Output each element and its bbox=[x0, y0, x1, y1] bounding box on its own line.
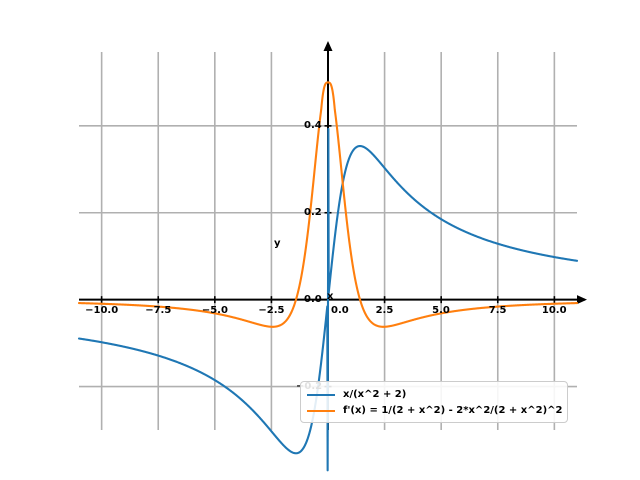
legend-label-0: x/(x^2 + 2) bbox=[343, 389, 407, 400]
y-axis-label: y bbox=[274, 238, 281, 249]
x-axis-label: x bbox=[327, 291, 334, 302]
x-tick-label: −2.5 bbox=[258, 304, 285, 316]
legend[interactable]: x/(x^2 + 2) f'(x) = 1/(2 + x^2) - 2*x^2/… bbox=[300, 381, 568, 423]
curve-1 bbox=[77, 81, 579, 328]
x-tick-label: −10.0 bbox=[85, 304, 119, 316]
y-tick-label: 0.4 bbox=[304, 119, 322, 131]
y-tick-label: 0.2 bbox=[304, 206, 322, 218]
x-tick-label: −5.0 bbox=[201, 304, 228, 316]
legend-label-1: f'(x) = 1/(2 + x^2) - 2*x^2/(2 + x^2)^2 bbox=[343, 405, 563, 416]
data-curves bbox=[77, 81, 579, 472]
legend-item-0: x/(x^2 + 2) bbox=[307, 387, 561, 403]
y-tick-label: 0.0 bbox=[304, 293, 322, 305]
x-tick-label: 10.0 bbox=[541, 304, 567, 316]
legend-swatch-orange bbox=[307, 410, 335, 412]
x-tick-label: 5.0 bbox=[432, 304, 450, 316]
curve-0 bbox=[77, 127, 579, 472]
x-tick-label: 0.0 bbox=[331, 304, 349, 316]
x-tick-label: 2.5 bbox=[375, 304, 394, 316]
legend-swatch-blue bbox=[307, 394, 335, 396]
x-tick-label: 7.5 bbox=[488, 304, 507, 316]
legend-item-1: f'(x) = 1/(2 + x^2) - 2*x^2/(2 + x^2)^2 bbox=[307, 403, 563, 419]
x-tick-label: −7.5 bbox=[145, 304, 172, 316]
